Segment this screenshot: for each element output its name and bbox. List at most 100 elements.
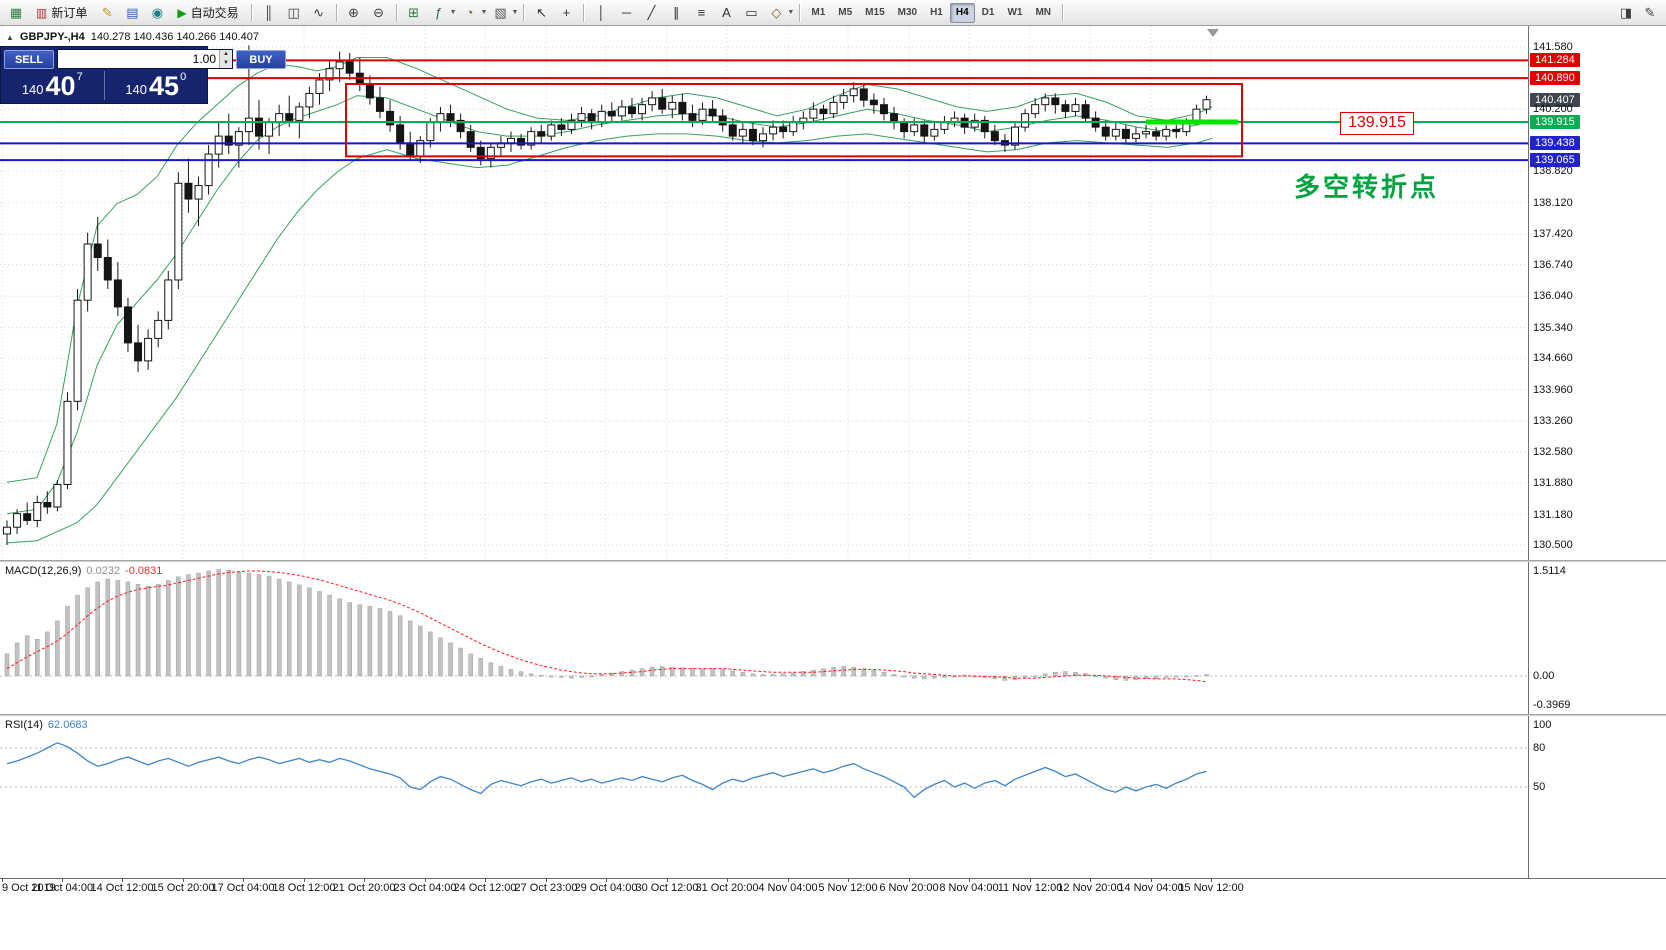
time-axis-tick <box>1211 879 1212 882</box>
timeframe-button-w1[interactable]: W1 <box>1007 6 1023 18</box>
price-axis-label: 133.260 <box>1533 415 1573 427</box>
timeframe-button-m1[interactable]: M1 <box>811 6 826 18</box>
price-tag-blue: 139.065 <box>1530 153 1580 167</box>
macd-chart[interactable] <box>0 562 1528 714</box>
shapes-icon[interactable]: ◇ <box>771 4 782 20</box>
price-divider <box>103 71 105 100</box>
timeframe-button-mn[interactable]: MN <box>1035 6 1052 18</box>
time-axis-label: 11 Nov 12:00 <box>997 882 1063 894</box>
price-tag-green: 139.915 <box>1530 115 1580 129</box>
time-axis-tick <box>364 879 365 882</box>
zoom-in-icon[interactable]: ⊕ <box>348 4 360 20</box>
time-axis-tick <box>546 879 547 882</box>
indicators-icon[interactable]: ƒ <box>434 4 443 20</box>
panel-splitter[interactable] <box>0 714 1666 716</box>
spin-up-icon[interactable]: ▲ <box>219 50 232 59</box>
chart-annotation-text[interactable]: 多空转折点 <box>1294 172 1440 202</box>
volume-field: ▲ ▼ <box>57 49 233 69</box>
timeframe-button-m30[interactable]: M30 <box>897 6 918 18</box>
time-axis-label: 5 Nov 12:00 <box>818 882 878 894</box>
sell-price-prefix: 140 <box>21 82 44 97</box>
time-axis-label: 23 Oct 04:00 <box>393 882 457 894</box>
line-chart-icon[interactable]: ∿ <box>313 4 325 20</box>
new-order-button[interactable]: ▥ 新订单 <box>29 2 94 24</box>
candlestick-chart-icon[interactable]: ◫ <box>287 4 300 20</box>
range-rectangle-object[interactable] <box>345 82 1243 158</box>
text-icon[interactable]: A <box>722 4 731 20</box>
toolbar-separator <box>395 3 397 22</box>
bar-chart-icon[interactable]: ║ <box>264 4 274 20</box>
profile-icon[interactable]: ▤ <box>126 4 139 20</box>
community-icon[interactable]: ◉ <box>151 4 164 20</box>
vertical-line-icon[interactable]: │ <box>597 4 606 20</box>
timeframe-button-m5[interactable]: M5 <box>838 6 853 18</box>
dropdown-caret-icon[interactable]: ▼ <box>480 9 488 16</box>
price-axis-label: 134.660 <box>1533 352 1573 364</box>
docking-icon[interactable]: ◨ <box>1619 4 1633 20</box>
time-axis-label: 18 Oct 12:00 <box>272 882 336 894</box>
timeframe-button-d1[interactable]: D1 <box>981 6 995 18</box>
time-axis-tick <box>969 879 970 882</box>
time-axis[interactable]: 9 Oct 2019 11 Oct 04:00 14 Oct 12:00 15 Oct… <box>0 878 1666 898</box>
time-axis-label: 31 Oct 20:00 <box>695 882 759 894</box>
rsi-axis-label: 80 <box>1533 742 1546 754</box>
macd-panel[interactable] <box>0 562 1528 714</box>
sell-button[interactable]: SELL <box>4 49 54 69</box>
macd-signal-value: -0.0831 <box>125 565 163 577</box>
rsi-panel[interactable] <box>0 716 1528 878</box>
time-axis-label: 29 Oct 04:00 <box>574 882 638 894</box>
price-tag-red: 140.890 <box>1530 71 1580 85</box>
timeframe-button-h4[interactable]: H4 <box>949 2 975 23</box>
auto-trading-button[interactable]: ▶ 自动交易 <box>170 2 245 24</box>
cursor-icon[interactable]: ↖ <box>535 4 547 20</box>
price-axis-label: 141.580 <box>1533 41 1573 53</box>
metaeditor-icon[interactable]: ✎ <box>101 4 113 20</box>
crosshair-icon[interactable]: + <box>562 4 571 20</box>
price-axis[interactable]: 141.580 141.284 140.890 140.407 140.200 139.9… <box>1528 26 1666 878</box>
arrow-label-icon[interactable]: ▭ <box>745 4 758 20</box>
horizontal-line-icon[interactable]: ─ <box>621 4 632 20</box>
dropdown-caret-icon[interactable]: ▼ <box>449 9 457 16</box>
time-axis-label: 9 Oct 2019 <box>2 882 56 894</box>
timeframe-button-m15[interactable]: M15 <box>865 6 885 18</box>
main-chart-panel[interactable] <box>0 26 1528 560</box>
templates-icon[interactable]: ▧ <box>494 4 507 20</box>
periods-icon[interactable]: ◔ <box>465 4 474 20</box>
price-axis-label: 136.740 <box>1533 259 1573 271</box>
trendline-icon[interactable]: ╱ <box>647 4 656 20</box>
toolbar-separator <box>799 3 801 22</box>
one-click-panel-toggle[interactable]: ▲ <box>6 32 14 42</box>
rsi-chart[interactable] <box>0 716 1528 878</box>
price-tag-current: 140.407 <box>1530 93 1580 107</box>
tile-windows-icon[interactable]: ⊞ <box>408 4 420 20</box>
price-callout[interactable]: 139.915 <box>1340 112 1414 135</box>
time-axis-tick <box>1151 879 1152 882</box>
candlestick-chart[interactable] <box>0 26 1528 560</box>
dropdown-caret-icon[interactable]: ▼ <box>787 9 795 16</box>
toolbar: ▦ ▥ 新订单 ✎ ▤ ◉ ▶ 自动交易 ║ ◫ ∿ ⊕ ⊖ ⊞ ƒ ▼ ◔ ▼ ▧ ▼ ↖ + │ ─ ╱ ∥ ≡ A ▭ ◇ ▼ M1 M5… <box>0 0 1666 26</box>
time-axis-label: 15 Oct 20:00 <box>151 882 215 894</box>
price-axis-label: 136.040 <box>1533 290 1573 302</box>
fibonacci-icon[interactable]: ≡ <box>697 4 706 20</box>
chart-shift-marker[interactable] <box>1207 29 1219 37</box>
buy-button[interactable]: BUY <box>236 49 286 69</box>
spin-down-icon[interactable]: ▼ <box>219 59 232 68</box>
bollinger-bands <box>6 57 1213 544</box>
zoom-out-icon[interactable]: ⊖ <box>373 4 385 20</box>
price-tag-blue: 139.438 <box>1530 136 1580 150</box>
volume-input[interactable] <box>58 50 219 68</box>
time-axis-tick <box>62 879 63 882</box>
dropdown-caret-icon[interactable]: ▼ <box>511 9 519 16</box>
toolbar-right-group: ◨ ✎ <box>1614 2 1662 24</box>
timeframe-button-h1[interactable]: H1 <box>930 6 943 18</box>
sell-price-big: 40 <box>45 71 76 101</box>
panel-splitter[interactable] <box>0 560 1666 562</box>
macd-axis-label: -0.3969 <box>1533 699 1571 711</box>
sell-price-pip: 7 <box>76 71 83 83</box>
time-axis-label: 12 Nov 20:00 <box>1057 882 1123 894</box>
channel-icon[interactable]: ∥ <box>673 4 680 20</box>
rsi-indicator-label: RSI(14) 62.0683 <box>5 719 88 731</box>
new-chart-icon[interactable]: ▦ <box>9 4 23 20</box>
price-axis-label: 131.880 <box>1533 477 1573 489</box>
pencil-icon[interactable]: ✎ <box>1644 4 1656 20</box>
